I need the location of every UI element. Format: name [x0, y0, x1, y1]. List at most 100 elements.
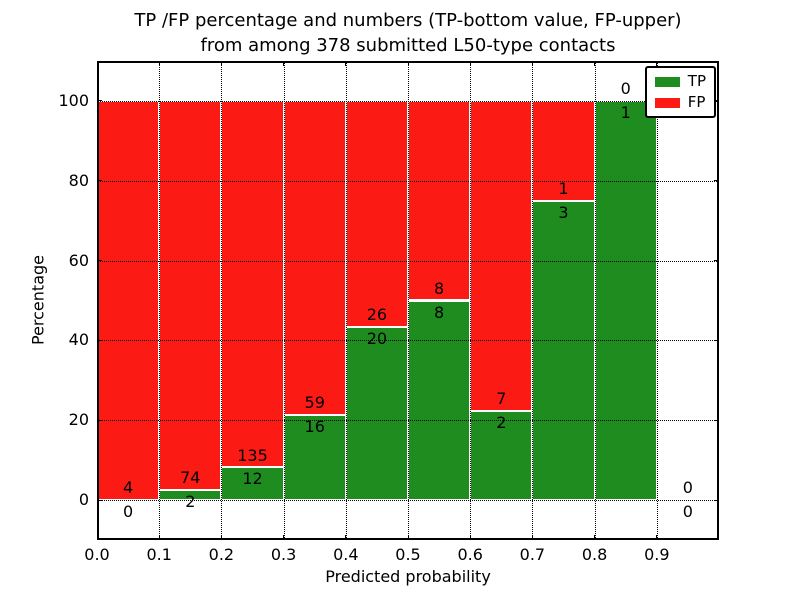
- x-tick-mark: [531, 535, 533, 540]
- tp-count-label: 16: [304, 416, 325, 436]
- bar-fp: [159, 100, 222, 490]
- tp-count-label: 8: [434, 302, 445, 322]
- legend-swatch-tp-icon: [654, 76, 680, 87]
- tp-count-label: 20: [366, 328, 388, 348]
- x-tick-label: 0.5: [395, 545, 421, 564]
- y-tick-mark: [714, 100, 719, 102]
- chart-title-line1: TP /FP percentage and numbers (TP-bottom…: [134, 10, 682, 31]
- gridline-horizontal: [97, 420, 719, 422]
- fp-count-label: 1: [558, 178, 569, 198]
- bar-tp: [408, 300, 471, 501]
- gridline-vertical: [283, 61, 285, 540]
- x-tick-label: 0.1: [146, 545, 172, 564]
- gridline-horizontal: [97, 260, 719, 262]
- bar-tp: [221, 467, 284, 501]
- x-tick-mark: [469, 61, 471, 66]
- x-tick-label: 0.0: [84, 545, 110, 564]
- fp-count-label: 0: [620, 78, 631, 98]
- x-tick-mark: [96, 535, 98, 540]
- bar-fp: [97, 100, 160, 501]
- x-tick-label: 0.6: [457, 545, 483, 564]
- tp-count-label: 12: [242, 469, 263, 489]
- x-tick-mark: [656, 61, 658, 66]
- y-tick-mark: [97, 180, 102, 182]
- y-tick-mark: [97, 100, 102, 102]
- y-tick-mark: [714, 260, 719, 262]
- gridline-horizontal: [97, 340, 719, 342]
- y-tick-mark: [97, 339, 102, 341]
- x-tick-label: 0.3: [270, 545, 297, 564]
- tp-count-label: 0: [123, 502, 134, 522]
- x-tick-label: 0.9: [644, 545, 670, 564]
- gridline-vertical: [656, 61, 658, 540]
- y-tick-label: 20: [68, 410, 89, 430]
- y-tick-label: 40: [68, 330, 89, 350]
- bar-tp: [594, 100, 657, 501]
- x-tick-mark: [158, 535, 160, 540]
- y-tick-mark: [714, 419, 719, 421]
- legend-label-tp: TP: [687, 72, 706, 90]
- tp-count-label: 2: [185, 491, 196, 511]
- x-tick-mark: [345, 61, 347, 66]
- x-tick-mark: [656, 535, 658, 540]
- bar-tp: [532, 200, 595, 501]
- y-tick-mark: [714, 339, 719, 341]
- y-tick-mark: [97, 419, 102, 421]
- x-tick-mark: [594, 61, 596, 66]
- fp-count-label: 59: [304, 392, 325, 412]
- bar-fp: [345, 100, 408, 327]
- chart-title-line2: from among 378 submitted L50-type contac…: [200, 35, 616, 56]
- gridline-vertical: [221, 61, 223, 540]
- x-tick-mark: [469, 535, 471, 540]
- gridline-vertical: [408, 61, 409, 540]
- fp-count-label: 26: [366, 304, 388, 324]
- x-tick-mark: [407, 535, 409, 540]
- x-tick-label: 0.4: [333, 545, 359, 564]
- x-tick-mark: [594, 535, 596, 540]
- bar-tp: [345, 326, 408, 501]
- tp-count-label: 2: [496, 413, 507, 433]
- x-tick-mark: [220, 535, 222, 540]
- x-tick-mark: [407, 61, 409, 66]
- tp-count-label: 3: [558, 202, 569, 222]
- fp-count-label: 0: [682, 478, 693, 498]
- gridline-vertical: [594, 61, 596, 540]
- legend-item-tp: TP: [654, 72, 706, 90]
- y-tick-label: 80: [68, 170, 89, 190]
- gridline-vertical: [345, 61, 347, 540]
- chart-title: TP /FP percentage and numbers (TP-bottom…: [97, 8, 719, 58]
- x-tick-mark: [96, 61, 98, 66]
- x-tick-mark: [283, 61, 285, 66]
- gridline-horizontal: [97, 100, 719, 102]
- x-tick-label: 0.8: [581, 545, 608, 564]
- fp-count-label: 4: [123, 478, 134, 498]
- bar-tp: [470, 411, 533, 501]
- x-tick-mark: [220, 61, 222, 66]
- x-tick-label: 0.7: [519, 545, 546, 564]
- gridline-horizontal: [97, 500, 719, 502]
- fp-count-label: 135: [237, 445, 268, 465]
- legend: TP FP: [644, 66, 716, 118]
- tp-count-label: 1: [620, 102, 631, 122]
- x-axis-label: Predicted probability: [325, 567, 491, 586]
- x-tick-mark: [531, 61, 533, 66]
- y-tick-mark: [714, 499, 719, 501]
- legend-item-fp: FP: [654, 93, 706, 111]
- y-tick-label: 100: [58, 90, 89, 110]
- tp-count-label: 0: [682, 502, 693, 522]
- x-tick-label: 0.2: [208, 545, 235, 564]
- legend-label-fp: FP: [687, 93, 706, 111]
- y-tick-mark: [97, 499, 102, 501]
- fp-count-label: 7: [496, 389, 507, 409]
- y-tick-label: 0: [78, 490, 89, 510]
- gridline-vertical: [159, 61, 161, 540]
- y-tick-mark: [714, 180, 719, 182]
- bar-fp: [221, 100, 284, 468]
- gridline-vertical: [470, 61, 472, 540]
- gridline-vertical: [532, 61, 534, 540]
- legend-swatch-fp-icon: [654, 97, 680, 108]
- y-tick-label: 60: [68, 250, 89, 270]
- x-tick-mark: [158, 61, 160, 66]
- x-tick-mark: [345, 535, 347, 540]
